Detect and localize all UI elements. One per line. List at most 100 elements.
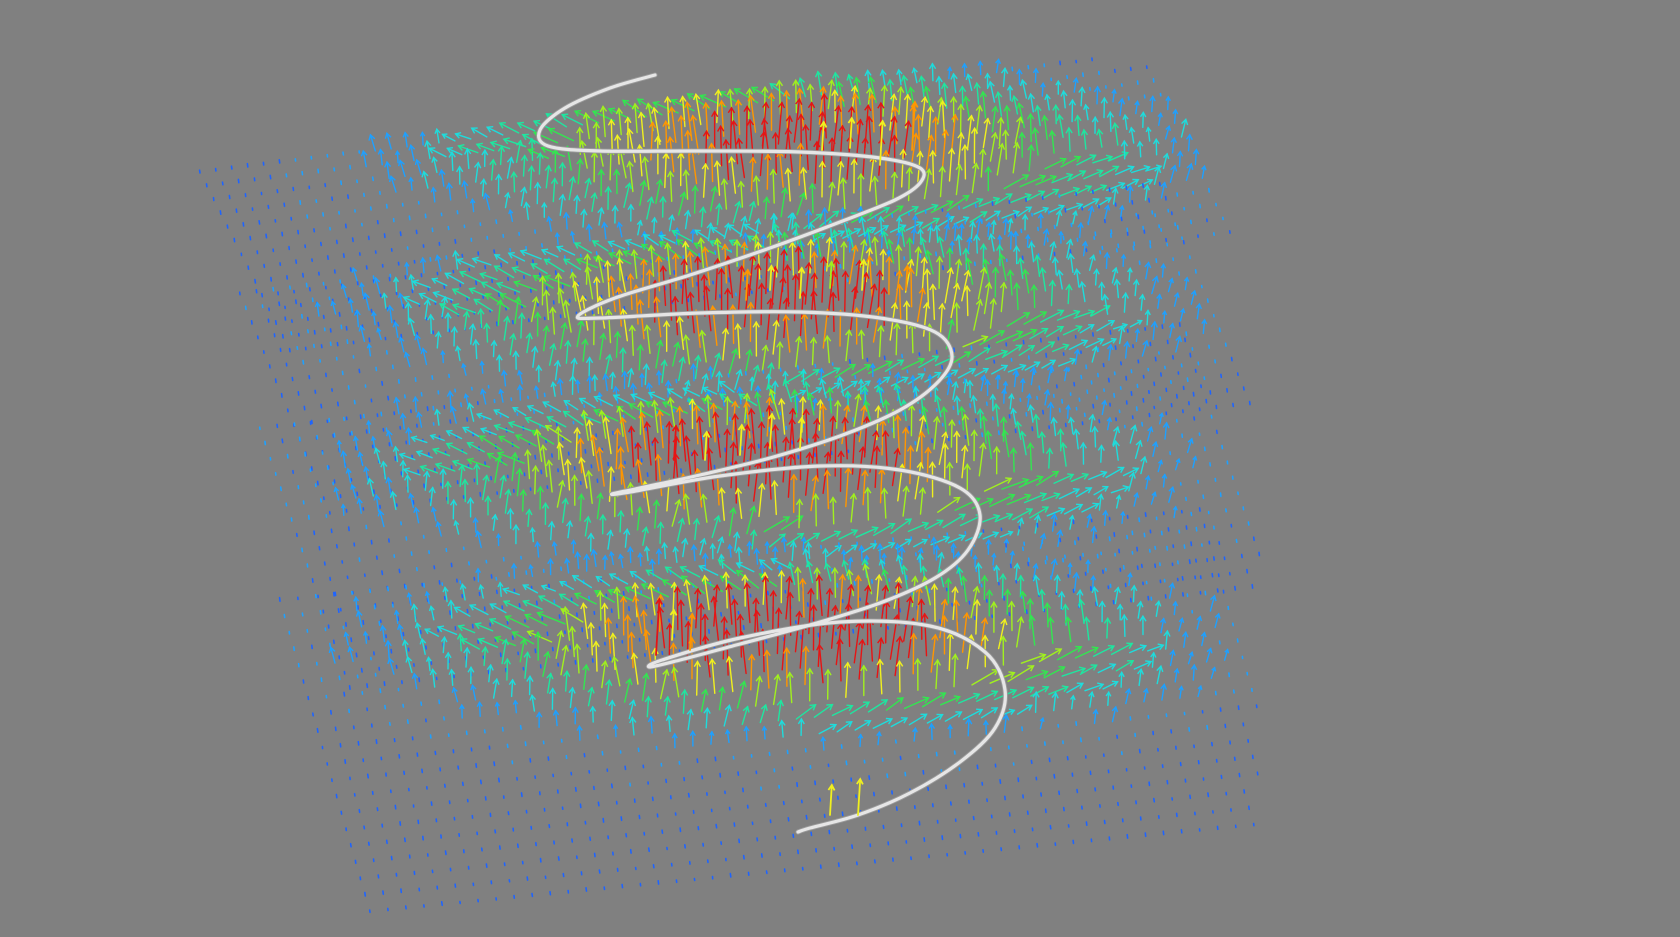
field-vector-head xyxy=(1038,588,1046,596)
field-vector xyxy=(640,412,647,451)
field-vector xyxy=(575,427,578,459)
field-vector-head xyxy=(592,640,600,648)
field-vector xyxy=(753,234,757,265)
field-vector xyxy=(621,347,624,373)
field-vector-head xyxy=(795,610,803,618)
field-vector-head xyxy=(810,272,818,280)
field-vector-head xyxy=(1136,140,1144,147)
field-vector-head xyxy=(445,442,453,450)
field-vector-head xyxy=(547,557,554,565)
field-vector-head xyxy=(686,396,693,403)
field-vector xyxy=(838,529,858,540)
field-vector-head xyxy=(758,559,766,566)
field-vector xyxy=(1184,277,1188,291)
field-vector-head xyxy=(590,548,598,556)
field-vector xyxy=(1004,381,1007,395)
field-vector xyxy=(490,159,494,181)
field-vector xyxy=(641,583,669,598)
field-vector xyxy=(426,591,430,605)
field-vector-head xyxy=(970,126,979,134)
field-vector xyxy=(729,107,733,151)
field-vector xyxy=(867,207,890,222)
field-vector-head xyxy=(945,211,952,218)
field-vector xyxy=(979,617,986,652)
field-vector-head xyxy=(851,544,858,551)
field-vector-head xyxy=(1117,325,1126,333)
field-vector-head xyxy=(839,206,846,214)
field-vector xyxy=(873,523,896,536)
field-vector-head xyxy=(754,384,762,392)
field-vector-head xyxy=(523,651,531,659)
field-vector xyxy=(1058,269,1063,290)
field-vector-head xyxy=(735,368,743,377)
field-vector-head xyxy=(694,255,702,263)
field-vector xyxy=(708,447,715,491)
field-vector xyxy=(1038,385,1041,391)
field-vector xyxy=(1151,95,1154,113)
field-vector-head xyxy=(461,179,469,187)
field-vector xyxy=(372,489,376,495)
field-vector xyxy=(432,448,451,457)
field-vector-head xyxy=(529,526,536,533)
field-vector-head xyxy=(1052,188,1060,196)
field-vector-head xyxy=(1013,562,1021,570)
field-vector xyxy=(896,230,901,247)
field-vector xyxy=(1018,345,1035,356)
field-vector-head xyxy=(890,171,899,179)
field-vector-head xyxy=(982,258,990,266)
field-vector xyxy=(938,76,941,96)
field-vector-head xyxy=(466,457,474,465)
field-vector-head xyxy=(1073,309,1081,317)
field-vector-head xyxy=(705,447,714,455)
field-vector xyxy=(1140,456,1146,475)
field-vector xyxy=(701,330,707,363)
field-vector xyxy=(535,385,539,399)
field-vector-head xyxy=(721,327,730,335)
field-vector xyxy=(396,616,400,622)
field-vector xyxy=(1029,442,1033,471)
field-vector-head xyxy=(393,609,400,616)
field-vector xyxy=(901,149,904,188)
field-vector-head xyxy=(721,243,729,251)
field-vector xyxy=(364,292,370,311)
field-vector-head xyxy=(681,240,690,248)
field-vector xyxy=(802,167,807,200)
field-vector xyxy=(1035,470,1059,486)
field-vector xyxy=(481,361,484,374)
field-vector xyxy=(938,256,941,289)
field-vector-head xyxy=(1105,197,1112,204)
field-vector xyxy=(937,97,943,125)
field-vector xyxy=(759,559,773,571)
field-vector xyxy=(975,105,981,135)
field-vector-head xyxy=(918,486,927,494)
field-vector xyxy=(379,148,383,166)
field-vector xyxy=(807,542,811,559)
field-vector xyxy=(585,253,589,285)
field-vector xyxy=(930,634,937,673)
field-vector-head xyxy=(535,364,543,371)
field-vector xyxy=(1214,613,1220,629)
field-vector-head xyxy=(837,230,846,237)
field-vector-head xyxy=(937,551,945,559)
field-vector-head xyxy=(809,336,818,344)
field-vector-head xyxy=(718,486,726,495)
field-vector-head xyxy=(753,609,761,617)
field-vector xyxy=(828,387,833,414)
field-vector xyxy=(1026,234,1029,248)
field-vector-head xyxy=(841,270,850,278)
field-vector xyxy=(526,449,531,480)
field-vector xyxy=(982,532,999,540)
field-vector xyxy=(1196,303,1201,320)
field-vector xyxy=(840,380,858,393)
field-vector xyxy=(546,416,567,428)
field-vector-head xyxy=(863,415,871,423)
field-vector xyxy=(436,254,442,272)
field-vector-head xyxy=(746,118,755,126)
field-vector-head xyxy=(1086,513,1093,520)
field-vector xyxy=(450,669,454,686)
field-vector xyxy=(691,148,698,185)
field-vector xyxy=(556,480,564,508)
field-vector-head xyxy=(595,254,603,262)
